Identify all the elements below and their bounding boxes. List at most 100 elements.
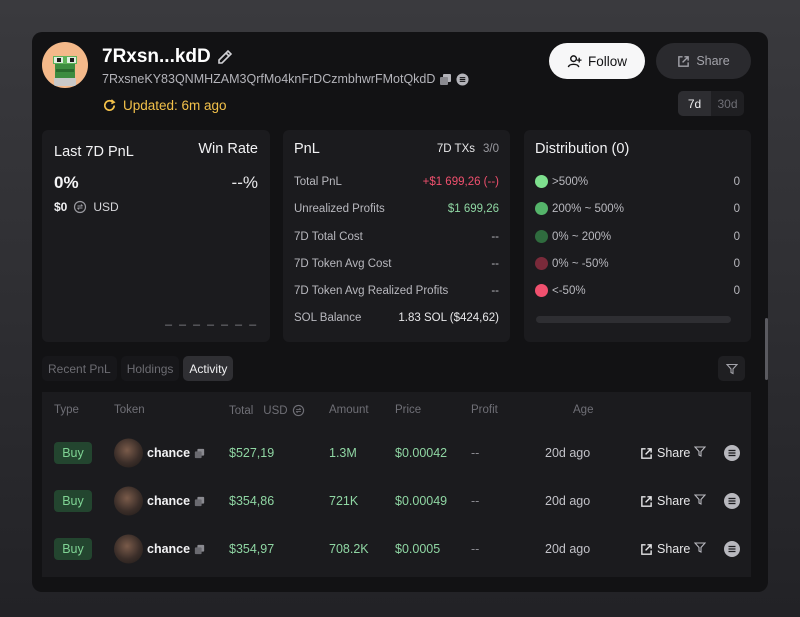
usd-row: $0 USD [54,200,119,214]
stat-value: -- [491,285,499,297]
filter-icon [693,494,707,505]
stat-value: -- [491,231,499,243]
pnl-title: PnL [294,141,320,157]
pixel-frog-icon [53,56,77,86]
pnl-summary-label: Last 7D PnL [54,144,134,160]
stat-label: Total PnL [294,176,342,188]
share-label: Share [696,54,730,68]
win-rate-value: --% [231,173,258,192]
token-name[interactable]: chance [147,494,205,508]
stat-label: 7D Token Avg Cost [294,258,392,270]
row-menu-icon[interactable] [724,493,740,509]
currency-swap-icon[interactable] [73,200,87,214]
distribution-label: 0% ~ 200% [552,230,612,243]
tab-activity[interactable]: Activity [183,356,234,381]
distribution-row: 200% ~ 500% 0 [535,202,740,215]
profit-value: -- [471,446,480,460]
page-scrollbar[interactable] [765,318,768,380]
row-menu-icon[interactable] [724,541,740,557]
row-share-label: Share [657,542,691,556]
row-share-button[interactable]: Share [640,446,690,460]
row-share-label: Share [657,494,691,508]
row-share-button[interactable]: Share [640,542,690,556]
share-button[interactable]: Share [656,43,751,79]
distribution-count: 0 [733,175,740,188]
stat-row-total-pnl: Total PnL +$1 699,26 (--) [294,176,499,188]
header-price: Price [395,404,422,416]
token-avatar [114,438,143,468]
share-external-icon [641,543,652,555]
distribution-card: Distribution (0) >500% 0 200% ~ 500% 0 0… [524,130,751,342]
copy-icon[interactable] [194,496,205,507]
distribution-count: 0 [733,202,740,215]
total-value: $527,19 [229,446,275,460]
distribution-label: 200% ~ 500% [552,202,624,215]
share-external-icon [641,447,652,459]
legend-dot [535,202,548,215]
filter-icon [725,363,738,374]
stat-label: Unrealized Profits [294,203,385,215]
distribution-label: 0% ~ -50% [552,257,609,270]
filter-button[interactable] [718,356,745,381]
price-value: $0.00042 [395,446,448,460]
distribution-row: >500% 0 [535,175,740,188]
token-name[interactable]: chance [147,446,205,460]
table-row[interactable]: Buy chance $527,19 1.3M $0.00042 -- 20d … [42,429,751,477]
table-row[interactable]: Buy chance $354,86 721K $0.00049 -- 20d … [42,477,751,525]
token-label: chance [147,446,191,460]
add-user-icon [567,54,582,67]
updated-status[interactable]: Updated: 6m ago [102,98,227,113]
copy-icon[interactable] [439,73,452,86]
tab-holdings[interactable]: Holdings [120,356,180,381]
type-badge: Buy [54,490,92,512]
price-value: $0.0005 [395,542,441,556]
distribution-title: Distribution (0) [535,141,630,157]
stat-value: -- [491,258,499,270]
stat-label: 7D Token Avg Realized Profits [294,285,449,297]
wallet-title-row: 7Rxsn...kdD [102,46,235,68]
period-7d[interactable]: 7d [678,91,711,116]
legend-dot [535,257,548,270]
share-external-icon [641,495,652,507]
table-row[interactable]: Buy chance $354,97 708.2K $0.0005 -- 20d… [42,525,751,573]
filter-icon [693,446,707,457]
pnl-summary-value: 0% [54,173,79,192]
distribution-count: 0 [733,257,740,270]
row-menu-icon[interactable] [724,445,740,461]
amount-value: 1.3M [329,446,357,460]
row-filter-button[interactable] [693,494,707,509]
header-total: Total USD [229,404,305,417]
stat-value: +$1 699,26 (--) [422,176,499,188]
copy-icon[interactable] [194,448,205,459]
tab-recent-pnl[interactable]: Recent PnL [42,356,117,381]
row-share-button[interactable]: Share [640,494,690,508]
period-30d[interactable]: 30d [717,96,738,111]
stat-row-unrealized: Unrealized Profits $1 699,26 [294,203,499,215]
edit-pencil-icon[interactable] [215,47,235,67]
age-value: 20d ago [545,542,591,556]
stat-row-avg-realized: 7D Token Avg Realized Profits -- [294,285,499,297]
updated-text: Updated: 6m ago [123,98,227,113]
currency-swap-icon[interactable] [292,404,305,417]
row-filter-button[interactable] [693,446,707,461]
follow-button[interactable]: Follow [549,43,645,79]
header-total-label: Total [229,404,254,417]
txs-counter: 7D TXs 3/0 [437,143,499,155]
amount-value: 721K [329,494,359,508]
row-filter-button[interactable] [693,542,707,557]
token-name[interactable]: chance [147,542,205,556]
txs-label: 7D TXs [436,143,475,155]
period-toggle: 7d 30d [678,91,744,116]
stat-value: 1.83 SOL ($424,62) [398,312,499,324]
wallet-panel: 7Rxsn...kdD 7RxsneKY83QNMHZAM3QrfMo4knFr… [32,32,768,592]
txs-value: 3/0 [483,143,499,155]
header-profit: Profit [471,404,498,416]
copy-icon[interactable] [194,544,205,555]
stat-row-total-cost: 7D Total Cost -- [294,231,499,243]
menu-circle-icon[interactable] [456,72,469,86]
stat-label: 7D Total Cost [294,231,363,243]
pnl-summary-card: Last 7D PnL Win Rate 0% --% $0 USD _ _ _… [42,130,270,342]
token-label: chance [147,494,191,508]
header-age: Age [573,404,594,416]
header-amount: Amount [329,404,369,416]
